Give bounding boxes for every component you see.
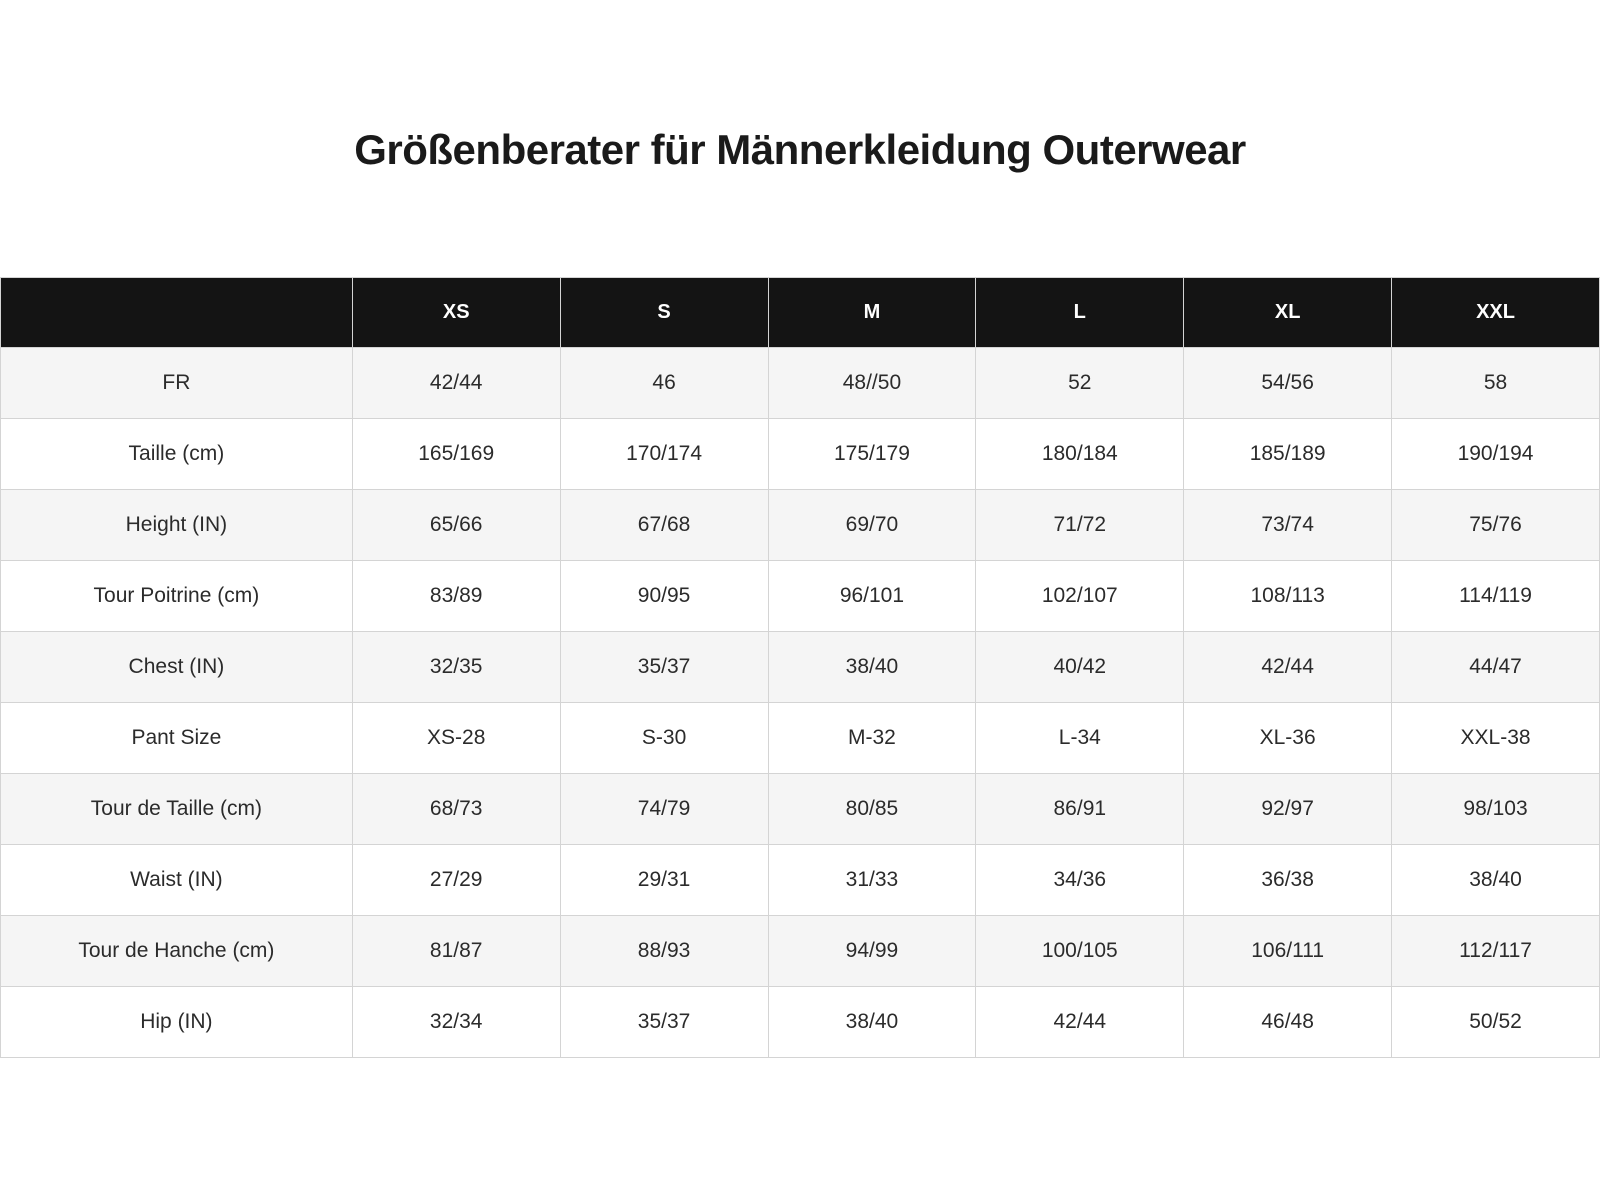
size-value-cell: 106/111 — [1183, 915, 1393, 988]
size-value-cell: 88/93 — [559, 915, 769, 988]
column-header-xxl: XXL — [1391, 277, 1600, 349]
size-value-cell: 73/74 — [1183, 489, 1393, 562]
size-chart-header: XS S M L XL XXL — [0, 277, 1600, 349]
size-value-cell: 38/40 — [767, 631, 977, 704]
size-value-cell: 165/169 — [351, 418, 561, 491]
size-value-cell: 44/47 — [1391, 631, 1600, 704]
size-value-cell: 69/70 — [767, 489, 977, 562]
size-value-cell: 94/99 — [767, 915, 977, 988]
size-value-cell: 185/189 — [1183, 418, 1393, 491]
table-row: Height (IN) 65/66 67/68 69/70 71/72 73/74 75/7… — [0, 489, 1600, 562]
size-value-cell: 170/174 — [559, 418, 769, 491]
row-label: Tour de Taille (cm) — [0, 773, 353, 846]
size-value-cell: S-30 — [559, 702, 769, 775]
size-value-cell: 190/194 — [1391, 418, 1600, 491]
size-value-cell: XXL-38 — [1391, 702, 1600, 775]
size-value-cell: 35/37 — [559, 631, 769, 704]
row-label: Taille (cm) — [0, 418, 353, 491]
size-value-cell: 108/113 — [1183, 560, 1393, 633]
size-value-cell: 46/48 — [1183, 986, 1393, 1059]
column-header-xl: XL — [1183, 277, 1393, 349]
column-header-s: S — [559, 277, 769, 349]
size-value-cell: 38/40 — [1391, 844, 1600, 917]
size-value-cell: 32/34 — [351, 986, 561, 1059]
size-value-cell: 100/105 — [975, 915, 1185, 988]
table-row: Taille (cm) 165/169 170/174 175/179 180/184 1… — [0, 418, 1600, 491]
size-value-cell: 81/87 — [351, 915, 561, 988]
size-value-cell: 90/95 — [559, 560, 769, 633]
row-label: Height (IN) — [0, 489, 353, 562]
size-value-cell: 27/29 — [351, 844, 561, 917]
size-value-cell: 114/119 — [1391, 560, 1600, 633]
row-label: Tour de Hanche (cm) — [0, 915, 353, 988]
size-value-cell: 35/37 — [559, 986, 769, 1059]
size-value-cell: 50/52 — [1391, 986, 1600, 1059]
table-row: FR 42/44 46 48//50 52 54/56 58 — [0, 347, 1600, 420]
table-row: Pant Size XS-28 S-30 M-32 L-34 XL-36 XXL-38 — [0, 702, 1600, 775]
size-value-cell: 34/36 — [975, 844, 1185, 917]
column-header-l: L — [975, 277, 1185, 349]
size-value-cell: 68/73 — [351, 773, 561, 846]
size-value-cell: 98/103 — [1391, 773, 1600, 846]
row-label: Waist (IN) — [0, 844, 353, 917]
size-value-cell: 112/117 — [1391, 915, 1600, 988]
table-row: Hip (IN) 32/34 35/37 38/40 42/44 46/48 50/52 — [0, 986, 1600, 1059]
size-value-cell: XL-36 — [1183, 702, 1393, 775]
size-value-cell: 42/44 — [975, 986, 1185, 1059]
row-label: Hip (IN) — [0, 986, 353, 1059]
size-value-cell: 75/76 — [1391, 489, 1600, 562]
size-value-cell: 175/179 — [767, 418, 977, 491]
size-value-cell: 46 — [559, 347, 769, 420]
size-value-cell: 40/42 — [975, 631, 1185, 704]
size-value-cell: 36/38 — [1183, 844, 1393, 917]
table-row: Tour de Taille (cm) 68/73 74/79 80/85 86/91 9… — [0, 773, 1600, 846]
size-value-cell: 54/56 — [1183, 347, 1393, 420]
column-header-m: M — [767, 277, 977, 349]
size-value-cell: 58 — [1391, 347, 1600, 420]
size-value-cell: 71/72 — [975, 489, 1185, 562]
size-value-cell: 102/107 — [975, 560, 1185, 633]
column-header-xs: XS — [351, 277, 561, 349]
size-value-cell: XS-28 — [351, 702, 561, 775]
size-value-cell: 32/35 — [351, 631, 561, 704]
table-row: Waist (IN) 27/29 29/31 31/33 34/36 36/38 38/40 — [0, 844, 1600, 917]
table-row: Tour de Hanche (cm) 81/87 88/93 94/99 100/10… — [0, 915, 1600, 988]
row-label: Chest (IN) — [0, 631, 353, 704]
size-value-cell: 86/91 — [975, 773, 1185, 846]
table-row: Chest (IN) 32/35 35/37 38/40 40/42 42/44 44/47 — [0, 631, 1600, 704]
size-value-cell: 42/44 — [1183, 631, 1393, 704]
size-value-cell: 42/44 — [351, 347, 561, 420]
size-chart-table: XS S M L XL XXL FR 42/44 46 48//50 52 54/56 58 Taill… — [0, 277, 1600, 1059]
row-label: Tour Poitrine (cm) — [0, 560, 353, 633]
size-value-cell: 67/68 — [559, 489, 769, 562]
size-value-cell: 96/101 — [767, 560, 977, 633]
size-value-cell: L-34 — [975, 702, 1185, 775]
row-label: FR — [0, 347, 353, 420]
size-value-cell: 92/97 — [1183, 773, 1393, 846]
size-value-cell: 74/79 — [559, 773, 769, 846]
size-value-cell: 80/85 — [767, 773, 977, 846]
size-value-cell: 38/40 — [767, 986, 977, 1059]
row-label: Pant Size — [0, 702, 353, 775]
size-value-cell: 65/66 — [351, 489, 561, 562]
size-value-cell: 29/31 — [559, 844, 769, 917]
size-value-cell: 52 — [975, 347, 1185, 420]
size-value-cell: 31/33 — [767, 844, 977, 917]
table-row: Tour Poitrine (cm) 83/89 90/95 96/101 102/10… — [0, 560, 1600, 633]
corner-cell — [0, 277, 353, 349]
page-title: Größenberater für Männerkleidung Outerwe… — [354, 126, 1246, 173]
size-value-cell: 180/184 — [975, 418, 1185, 491]
header-row: XS S M L XL XXL — [0, 277, 1600, 349]
size-value-cell: 83/89 — [351, 560, 561, 633]
size-value-cell: 48//50 — [767, 347, 977, 420]
size-value-cell: M-32 — [767, 702, 977, 775]
table-body: FR 42/44 46 48//50 52 54/56 58 Taille (cm) 165/1… — [0, 347, 1600, 1059]
